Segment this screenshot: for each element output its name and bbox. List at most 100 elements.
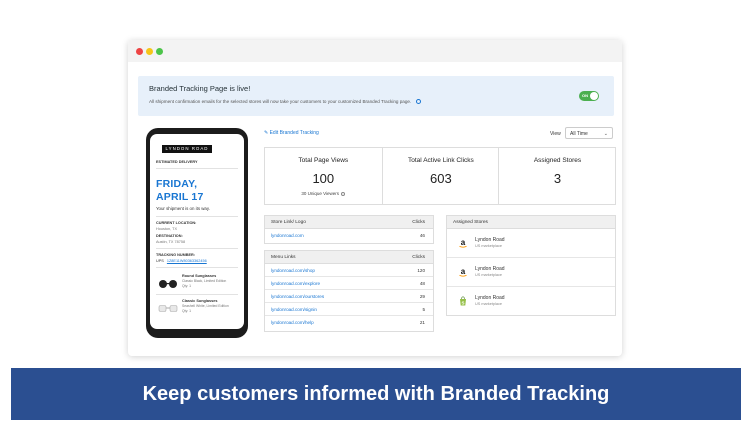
- shopify-icon: S: [460, 296, 466, 306]
- current-location-label: CURRENT LOCATION:: [156, 221, 197, 225]
- store-item[interactable]: a Lyndon Road US marketplace: [447, 229, 615, 258]
- stat-label: Assigned Stores: [533, 157, 582, 164]
- stats-panel: Total Page Views 100 30 Unique Viewers T…: [264, 147, 616, 205]
- tracking-info: UPS 1Z8E11W80363362456: [156, 259, 207, 263]
- estimated-delivery-label: ESTIMATED DELIVERY: [156, 160, 198, 164]
- product-qty: Qty: 1: [182, 309, 192, 313]
- delivery-day: FRIDAY,: [156, 178, 198, 190]
- store-item[interactable]: S Lyndon Road US marketplace: [447, 287, 615, 315]
- brand-logo: LYNDON ROAD: [162, 145, 212, 153]
- clicks-cell: 5: [422, 306, 425, 312]
- unique-viewers: 30 Unique Viewers: [301, 191, 340, 196]
- maximize-window-button[interactable]: [156, 48, 163, 55]
- product-name: Round Sunglasses: [182, 274, 217, 278]
- product-qty: Qty: 1: [182, 284, 192, 288]
- info-icon[interactable]: [415, 99, 421, 105]
- phone-divider: [156, 216, 238, 217]
- link-cell[interactable]: lyndonroad.com: [271, 232, 304, 238]
- banner-text: All shipment confirmation emails for the…: [149, 99, 421, 105]
- banner-text-content: All shipment confirmation emails for the…: [149, 99, 412, 104]
- current-location: Houston, TX: [156, 227, 178, 231]
- toggle-label: ON: [582, 93, 588, 98]
- svg-text:a: a: [461, 238, 466, 247]
- product-desc: Classic Black, Limited Edition: [182, 279, 227, 283]
- sunglasses-icon: [158, 305, 178, 312]
- clicks-cell: 48: [419, 280, 425, 286]
- assigned-stores-panel: Assigned Stores a Lyndon Road US marketp…: [446, 215, 616, 316]
- clicks-cell: 46: [419, 232, 425, 238]
- branded-tracking-toggle[interactable]: ON: [579, 91, 599, 101]
- column-header: Store Link/ Logo: [271, 219, 306, 225]
- stat-total-active-link-clicks: Total Active Link Clicks 603: [381, 148, 500, 204]
- svg-text:a: a: [461, 267, 466, 276]
- phone-divider: [156, 267, 238, 268]
- footer-banner-text: Keep customers informed with Branded Tra…: [142, 383, 610, 405]
- stat-label: Total Page Views: [298, 157, 349, 164]
- minimize-window-button[interactable]: [146, 48, 153, 55]
- tracking-number-label: TRACKING NUMBER:: [156, 253, 196, 257]
- table-row: lyndonroad.com/shop 120: [265, 264, 433, 277]
- store-marketplace: US marketplace: [475, 273, 503, 277]
- app-window: Branded Tracking Page is live! All shipm…: [128, 40, 622, 356]
- table-header: Menu Links Clicks: [265, 251, 433, 264]
- column-header: Clicks: [412, 219, 425, 225]
- stat-sub: 30 Unique Viewers: [265, 191, 382, 196]
- link-cell[interactable]: lyndonroad.com/signin: [271, 306, 317, 312]
- store-name: Lyndon Road: [475, 237, 505, 243]
- store-item[interactable]: a Lyndon Road US marketplace: [447, 258, 615, 287]
- view-label: View: [550, 131, 561, 137]
- stat-value: 603: [430, 171, 452, 186]
- tracking-carrier: UPS: [156, 259, 164, 263]
- amazon-icon: a: [459, 238, 467, 248]
- store-marketplace: US marketplace: [475, 244, 503, 248]
- product-desc: Seashell White, Limited Edition: [182, 304, 229, 308]
- footer-banner: Keep customers informed with Branded Tra…: [11, 368, 741, 420]
- stat-assigned-stores: Assigned Stores 3: [498, 148, 616, 204]
- clicks-cell: 21: [419, 319, 425, 325]
- link-cell[interactable]: lyndonroad.com/help: [271, 319, 314, 325]
- table-row: lyndonroad.com/explore 48: [265, 277, 433, 290]
- stat-total-page-views: Total Page Views 100 30 Unique Viewers: [265, 148, 382, 204]
- close-window-button[interactable]: [136, 48, 143, 55]
- stat-label: Total Active Link Clicks: [408, 157, 474, 164]
- window-titlebar: [128, 40, 622, 62]
- phone-divider: [156, 168, 238, 169]
- delivery-date: APRIL 17: [156, 191, 204, 203]
- chevron-down-icon: ⌄: [603, 131, 608, 137]
- store-name: Lyndon Road: [475, 295, 505, 301]
- table-row: lyndonroad.com/help 21: [265, 316, 433, 328]
- table-row: lyndonroad.com/signin 5: [265, 303, 433, 316]
- menu-links-table: Menu Links Clicks lyndonroad.com/shop 12…: [264, 250, 434, 332]
- view-select-value: All Time: [570, 131, 588, 137]
- column-header: Menu Links: [271, 254, 296, 260]
- product-name: Classic Sunglasses: [182, 299, 218, 303]
- stat-value: 3: [553, 171, 562, 186]
- amazon-icon: a: [459, 267, 467, 277]
- edit-branded-tracking-link[interactable]: ✎ Edit Branded Tracking: [264, 130, 319, 136]
- clicks-cell: 29: [419, 293, 425, 299]
- live-banner: Branded Tracking Page is live! All shipm…: [138, 76, 614, 116]
- svg-text:S: S: [461, 300, 464, 305]
- tracking-number-link[interactable]: 1Z8E11W80363362456: [166, 259, 207, 263]
- link-cell[interactable]: lyndonroad.com/shop: [271, 267, 315, 273]
- info-icon[interactable]: [341, 191, 346, 196]
- link-cell[interactable]: lyndonroad.com/ourstores: [271, 293, 325, 299]
- view-select[interactable]: All Time ⌄: [565, 127, 613, 139]
- banner-title: Branded Tracking Page is live!: [149, 84, 251, 93]
- pencil-icon: ✎: [264, 130, 269, 136]
- column-header: Clicks: [412, 254, 425, 260]
- phone-preview: LYNDON ROAD ESTIMATED DELIVERY FRIDAY, A…: [146, 128, 248, 338]
- store-marketplace: US marketplace: [475, 302, 503, 306]
- table-row: lyndonroad.com 46: [265, 229, 433, 241]
- phone-divider: [156, 294, 238, 295]
- toggle-knob: [590, 92, 598, 100]
- column-header: Assigned Stores: [453, 219, 488, 225]
- link-cell[interactable]: lyndonroad.com/explore: [271, 280, 321, 286]
- shipment-status: Your shipment is on its way.: [156, 206, 210, 211]
- stat-value: 100: [312, 171, 335, 186]
- table-header: Assigned Stores: [447, 216, 615, 229]
- destination: Austin, TX 78758: [156, 240, 186, 244]
- edit-branded-tracking-label: Edit Branded Tracking: [269, 130, 319, 136]
- store-name: Lyndon Road: [475, 266, 505, 272]
- store-link-table: Store Link/ Logo Clicks lyndonroad.com 4…: [264, 215, 434, 244]
